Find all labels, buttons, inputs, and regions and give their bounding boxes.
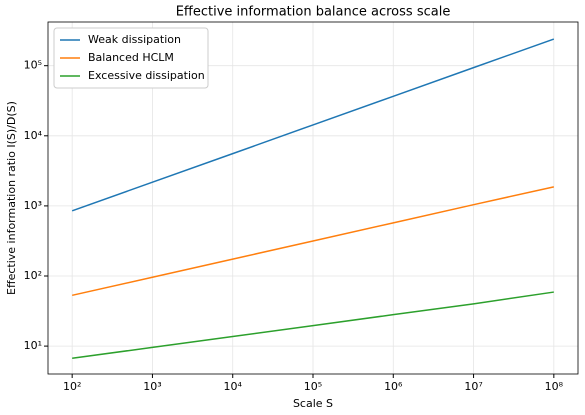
x-tick-label: 10⁶ <box>384 380 403 393</box>
series-line <box>72 291 554 360</box>
plot-frame <box>47 21 579 375</box>
legend-box <box>53 27 209 89</box>
y-tick-label: 10¹ <box>24 339 42 352</box>
series-line <box>71 38 555 212</box>
x-tick-label: 10⁸ <box>545 380 564 393</box>
x-tick-label: 10⁵ <box>304 380 322 393</box>
legend-label: Weak dissipation <box>88 33 181 46</box>
y-tick-label: 10² <box>24 269 42 282</box>
x-tick-label: 10³ <box>143 380 161 393</box>
legend: Weak dissipation Balanced HCLM Excessive d… <box>53 27 209 89</box>
series-line <box>72 186 554 297</box>
y-tick-label: 10³ <box>24 199 42 212</box>
chart-title: Effective information balance across sca… <box>176 5 451 20</box>
x-tick-label: 10⁴ <box>224 380 243 393</box>
y-tick-label: 10⁴ <box>24 129 43 142</box>
y-tick-label: 10⁵ <box>24 59 42 72</box>
x-tick-label: 10² <box>63 380 81 393</box>
x-axis-label: Scale S <box>293 397 333 410</box>
y-axis-label: Effective information ratio I(S)/D(S) <box>5 101 18 295</box>
legend-label: Excessive dissipation <box>88 69 205 82</box>
x-tick-label: 10⁷ <box>464 380 482 393</box>
legend-label: Balanced HCLM <box>88 51 174 64</box>
